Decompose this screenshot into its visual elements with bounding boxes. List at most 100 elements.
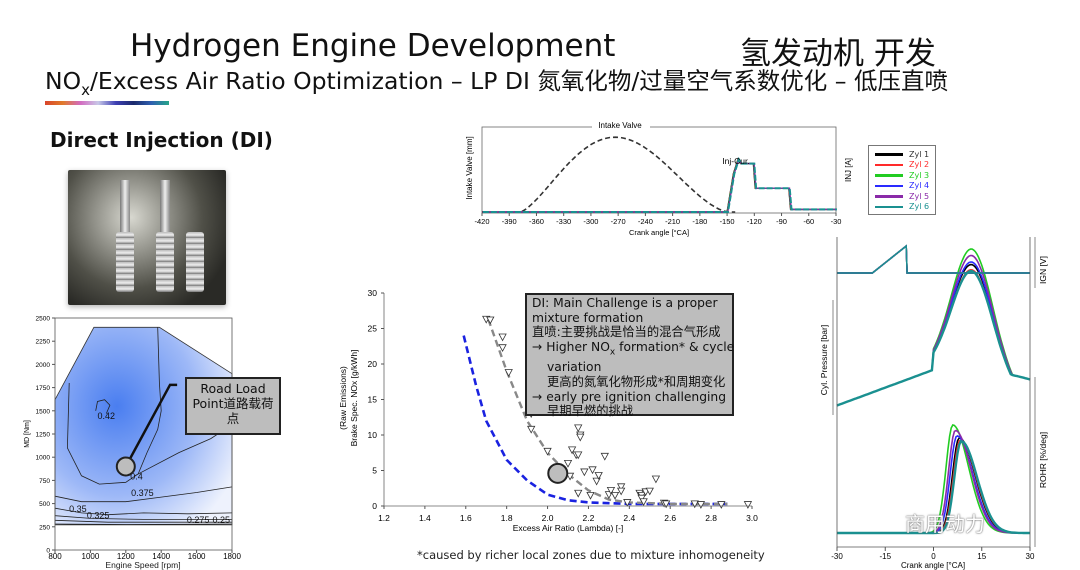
map-y-label: MD [Nm] — [24, 420, 31, 448]
scatter-point — [498, 344, 507, 353]
scatter-point — [594, 472, 603, 480]
callout-line: 直喷:主要挑战是恰当的混合气形成 — [532, 325, 721, 340]
intake-x-tick-label: -60 — [803, 217, 814, 226]
scatter-point — [592, 477, 601, 486]
contour-line — [54, 486, 233, 503]
intake-y-label: Intake Valve [mm] — [465, 136, 474, 199]
footnote: *caused by richer local zones due to mix… — [417, 548, 765, 562]
injector-current-trace — [482, 156, 837, 213]
section-heading: Direct Injection (DI) — [50, 128, 273, 152]
ignition-trace — [837, 244, 1030, 274]
pressure-trace — [836, 254, 1031, 407]
intake-x-tick-label: -30 — [831, 217, 842, 226]
map-y-tick-label: 1000 — [36, 455, 51, 462]
map-x-tick-label: 1400 — [152, 552, 170, 561]
scatter-point — [576, 433, 585, 442]
scatter-y-label-2: (Raw Emissions) — [338, 366, 348, 430]
callout-line: 早期早燃的挑战 — [547, 404, 634, 419]
callout-line: 更高的氮氧化物形成*和周期变化 — [547, 374, 726, 389]
rohr-y-label: ROHR [%/deg] — [1038, 432, 1048, 488]
intake-x-label: Crank angle [°CA] — [629, 228, 689, 237]
ign-y-label: IGN [V] — [1038, 256, 1048, 284]
map-x-tick-label: 1000 — [82, 552, 100, 561]
contour-line — [95, 399, 111, 414]
legend-swatch — [875, 153, 903, 156]
intake-x-tick-label: -270 — [611, 217, 626, 226]
ignition-trace — [837, 244, 1030, 274]
map-y-tick-label: 1250 — [36, 432, 51, 439]
legend-item: Zyl 5 — [869, 191, 935, 202]
scatter-x-label: Excess Air Ratio (Lambda) [-] — [513, 523, 624, 533]
scatter-point — [588, 466, 597, 475]
callout-line: DI: Main Challenge is a proper — [532, 296, 718, 310]
scatter-x-tick-label: 2.4 — [623, 513, 635, 523]
valve-stem — [160, 180, 170, 235]
scatter-y-tick-label: 0 — [372, 501, 377, 511]
scatter-y-label: Brake Spec. NOx [g/kWh] — [349, 350, 359, 447]
map-x-tick-label: 1200 — [117, 552, 135, 561]
scatter-x-tick-label: 2.8 — [705, 513, 717, 523]
intake-x-tick-label: -120 — [747, 217, 762, 226]
slide-title-chinese: 氢发动机 开发 — [740, 36, 936, 72]
legend-label: Zyl 2 — [909, 160, 930, 170]
scatter-x-tick-label: 1.4 — [419, 513, 431, 523]
callout-text: formation* & cycle — [615, 340, 735, 355]
ignition-trace — [837, 244, 1030, 274]
scatter-x-tick-label: 1.6 — [460, 513, 472, 523]
intake-x-tick-label: -180 — [692, 217, 707, 226]
injector-current-trace — [482, 157, 836, 213]
intake-x-tick-label: -330 — [556, 217, 571, 226]
subtitle-nox: NO — [45, 67, 82, 95]
callout-line: variation — [547, 360, 602, 375]
scatter-point — [661, 500, 671, 509]
scatter-point — [616, 483, 626, 492]
scatter-point — [498, 333, 507, 342]
scatter-y-tick-label: 10 — [368, 430, 378, 440]
scatter-point — [623, 499, 632, 507]
legend-item: Zyl 3 — [869, 170, 935, 181]
combustion-x-tick-label: 15 — [977, 552, 986, 561]
efficiency-map-chart: 0.42 0.4 0.375 0.350.325 0.275 0.25 800 1000 12… — [24, 316, 241, 570]
combustion-x-tick-label: 30 — [1026, 552, 1035, 561]
scatter-x-tick-label: 2.0 — [542, 513, 554, 523]
callout-line: mixture formation — [532, 310, 644, 325]
map-x-tick-label: 1600 — [188, 552, 206, 561]
pressure-trace — [836, 261, 1031, 407]
intake-valve-label: Intake Valve — [598, 121, 642, 130]
scatter-point — [690, 500, 699, 509]
map-y-tick-label: 2250 — [36, 339, 51, 346]
map-y-tick-label: 2000 — [36, 362, 51, 369]
intake-x-tick-label: -240 — [638, 217, 653, 226]
scatter-point — [616, 487, 626, 496]
di-trend-curve — [487, 318, 728, 506]
intake-x-tick-label: -210 — [665, 217, 680, 226]
contour-label: 0.4 — [130, 471, 143, 481]
scatter-point — [504, 369, 513, 377]
scatter-point — [486, 316, 495, 325]
legend-swatch — [875, 163, 903, 166]
map-x-label: Engine Speed [rpm] — [105, 560, 180, 570]
scatter-point — [543, 447, 552, 456]
scatter-x-tick-label: 1.8 — [501, 513, 513, 523]
inj-y-label: INJ [A] — [844, 158, 853, 182]
contour-label: 0.275 — [187, 515, 210, 525]
intake-x-tick-label: -420 — [474, 217, 489, 226]
valve-stem — [120, 180, 130, 235]
scatter-y-tick-label: 20 — [368, 359, 378, 369]
legend-swatch — [875, 174, 903, 177]
ignition-trace — [837, 244, 1030, 274]
scatter-point — [563, 460, 573, 468]
intake-x-tick-label: -90 — [776, 217, 787, 226]
legend-label: Zyl 1 — [909, 149, 930, 159]
map-y-tick-label: 250 — [39, 524, 50, 531]
scatter-point — [696, 501, 706, 509]
scatter-point — [651, 475, 661, 484]
contour-label: 0.25 — [213, 515, 231, 525]
callout-subscript: x — [609, 347, 616, 358]
legend-label: Zyl 4 — [909, 181, 930, 191]
combustion-x-tick-label: -15 — [879, 552, 891, 561]
contour-line — [54, 515, 232, 520]
legend-swatch — [875, 184, 903, 187]
scatter-x-tick-label: 3.0 — [746, 513, 758, 523]
legend-item: Zyl 6 — [869, 202, 935, 213]
